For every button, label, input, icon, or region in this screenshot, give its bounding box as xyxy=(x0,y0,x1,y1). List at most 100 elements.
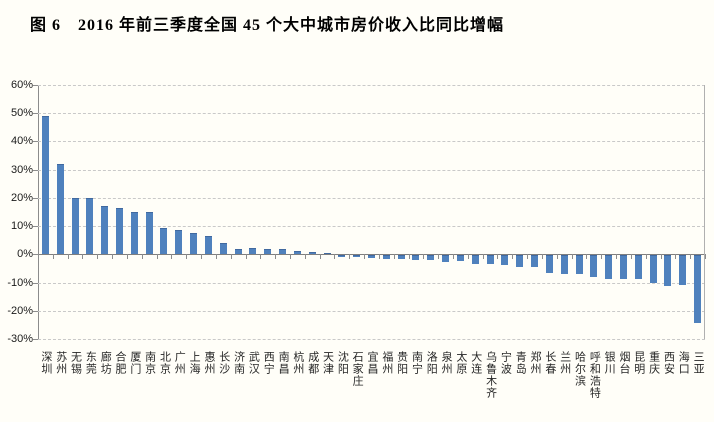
x-axis-tick xyxy=(112,254,114,260)
y-axis-tick-label: -20% xyxy=(7,304,33,317)
bar xyxy=(442,255,450,263)
x-axis-label: 泉州 xyxy=(440,351,453,375)
bar xyxy=(190,233,198,255)
y-axis-tick xyxy=(33,85,38,86)
x-axis-tick xyxy=(186,254,188,260)
x-axis-label: 惠州 xyxy=(202,351,215,375)
bar xyxy=(41,116,49,255)
bar xyxy=(323,253,331,255)
x-axis-tick xyxy=(38,254,39,260)
bar xyxy=(560,255,568,275)
x-axis-label: 沈阳 xyxy=(336,351,349,375)
x-axis-tick xyxy=(601,254,603,260)
y-axis-tick xyxy=(33,226,38,228)
x-axis-label: 呼和浩特 xyxy=(588,351,601,399)
x-axis-label: 西宁 xyxy=(262,351,275,375)
bar xyxy=(101,206,109,255)
x-axis-tick xyxy=(453,254,455,260)
x-axis-tick xyxy=(660,254,662,260)
bar xyxy=(175,230,183,255)
x-axis-label: 广州 xyxy=(173,351,186,375)
bar xyxy=(619,255,627,279)
x-axis-label: 福州 xyxy=(380,351,393,375)
x-axis-label: 宜昌 xyxy=(366,351,378,375)
x-axis-tick xyxy=(171,254,173,260)
x-axis-label: 三亚 xyxy=(692,351,705,375)
bar xyxy=(427,255,435,260)
bar xyxy=(116,207,124,255)
x-axis-tick xyxy=(275,254,277,260)
bar xyxy=(219,243,227,255)
x-axis-tick xyxy=(467,254,469,260)
x-axis-label: 西安 xyxy=(662,351,675,375)
x-axis-label: 宁波 xyxy=(499,351,512,375)
bar xyxy=(368,255,375,258)
y-axis-tick xyxy=(33,310,38,312)
bar xyxy=(471,255,479,264)
x-axis-label: 郑州 xyxy=(529,351,542,375)
bar xyxy=(130,212,138,255)
x-axis-tick xyxy=(705,254,706,260)
x-axis-tick xyxy=(289,254,291,260)
x-axis-label: 长春 xyxy=(543,351,556,375)
y-axis-tick xyxy=(33,339,38,340)
x-axis-label: 烟台 xyxy=(617,351,630,375)
x-axis-label: 石家庄 xyxy=(351,351,364,387)
x-axis-label: 杭州 xyxy=(291,351,304,375)
y-axis-tick-label: 60% xyxy=(10,79,33,91)
x-axis-label: 银川 xyxy=(603,351,616,375)
bar xyxy=(679,255,687,285)
x-axis-tick xyxy=(304,254,306,260)
gridline xyxy=(38,310,705,312)
bar xyxy=(605,255,613,280)
gridline xyxy=(38,282,705,284)
bar xyxy=(397,255,405,259)
x-axis-tick xyxy=(556,254,558,260)
chart-title: 图 6 2016 年前三季度全国 45 个大中城市房价收入比同比增幅 xyxy=(30,17,505,34)
bar xyxy=(382,255,390,259)
x-axis-tick xyxy=(586,254,588,260)
x-axis-tick xyxy=(97,254,99,260)
x-axis-label: 天津 xyxy=(321,351,334,375)
bar xyxy=(545,255,553,273)
gridline xyxy=(38,226,705,228)
x-axis-label: 兰州 xyxy=(558,351,571,375)
gridline xyxy=(38,85,705,86)
plot-right-border xyxy=(704,85,705,339)
x-axis-zero-line xyxy=(38,254,705,256)
y-axis-line xyxy=(38,85,39,339)
x-axis-label: 南京 xyxy=(143,351,156,375)
x-axis-tick xyxy=(319,254,321,260)
y-axis-tick-label: 0% xyxy=(17,248,33,261)
x-axis-label: 乌鲁木齐 xyxy=(484,351,497,399)
x-axis-label: 哈尔滨 xyxy=(573,351,586,387)
bar xyxy=(279,249,287,255)
x-axis-label: 贵阳 xyxy=(395,351,408,375)
x-axis-tick xyxy=(482,254,484,260)
x-axis-label: 成都 xyxy=(306,351,319,375)
bar xyxy=(160,227,168,255)
x-axis-tick xyxy=(690,254,692,260)
x-axis-label: 无锡 xyxy=(69,351,82,375)
y-axis-tick-label: -10% xyxy=(7,276,33,289)
x-axis-tick xyxy=(571,254,573,260)
bar xyxy=(145,212,153,255)
bar xyxy=(501,255,509,266)
gridline xyxy=(38,141,705,143)
y-axis-tick xyxy=(33,141,38,143)
x-axis-label: 上海 xyxy=(188,351,201,375)
x-axis-tick xyxy=(245,254,247,260)
x-axis-tick xyxy=(201,254,203,260)
x-axis-label: 海口 xyxy=(677,351,690,375)
y-axis-tick-label: -30% xyxy=(7,333,33,345)
bar xyxy=(634,255,642,280)
x-axis-tick xyxy=(215,254,217,260)
bar xyxy=(694,255,702,324)
x-axis-label: 深圳 xyxy=(39,351,52,375)
x-axis-tick xyxy=(52,254,54,260)
y-axis-tick xyxy=(33,113,38,115)
x-axis-label: 合肥 xyxy=(114,351,127,375)
bar xyxy=(234,248,242,255)
x-axis-tick xyxy=(423,254,425,260)
y-axis-tick-label: 50% xyxy=(10,107,33,120)
